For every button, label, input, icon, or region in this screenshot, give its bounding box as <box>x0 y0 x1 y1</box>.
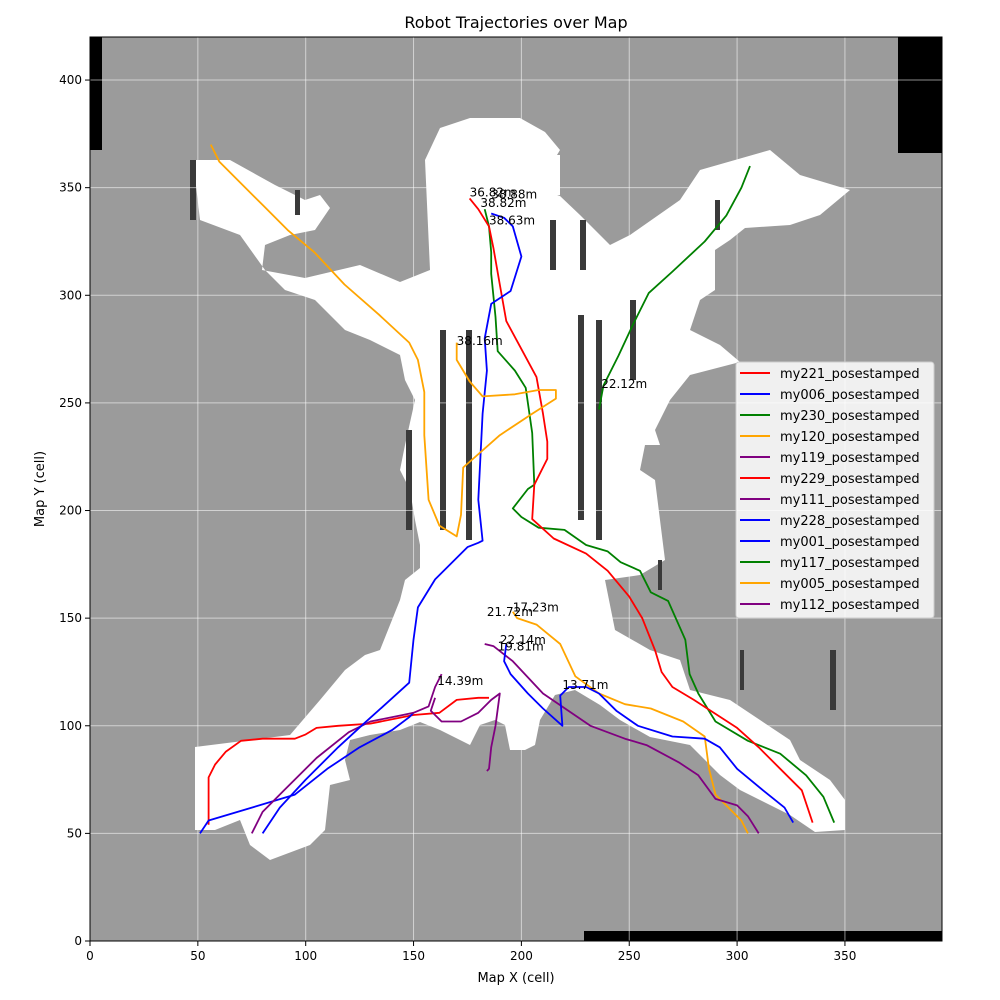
y-axis: 0 50 100 150 200 250 300 350 400 <box>59 73 90 948</box>
x-tick-label: 100 <box>294 949 317 963</box>
distance-annotation: 38.82m <box>480 196 526 210</box>
map-walls <box>190 160 836 710</box>
y-tick-label: 100 <box>59 719 82 733</box>
series-layer <box>199 144 836 834</box>
distance-annotation: 14.39m <box>437 674 483 688</box>
series-line-my005_posestamped <box>209 144 557 538</box>
y-tick-label: 300 <box>59 288 82 302</box>
legend-box <box>735 361 935 619</box>
x-axis: 0 50 100 150 200 250 300 350 <box>86 941 856 963</box>
y-tick-label: 400 <box>59 73 82 87</box>
legend-entry: my119_posestamped <box>780 451 920 466</box>
y-tick-label: 50 <box>67 826 82 840</box>
legend-entry: my001_posestamped <box>780 535 920 550</box>
x-tick-label: 300 <box>726 949 749 963</box>
series-line-my230_posestamped <box>483 208 836 823</box>
series-line-my221_posestamped <box>207 696 489 825</box>
x-tick-label: 250 <box>618 949 641 963</box>
x-axis-label: Map X (cell) <box>477 971 554 986</box>
map-occupied-topright <box>898 37 942 153</box>
legend-entry: my005_posestamped <box>780 577 920 592</box>
chart-title: Robot Trajectories over Map <box>404 13 627 32</box>
distance-annotation: 22.14m <box>500 633 546 647</box>
legend-entry: my117_posestamped <box>780 556 920 571</box>
y-tick-label: 350 <box>59 181 82 195</box>
map-occupied-topleft <box>90 37 102 150</box>
legend-entry: my006_posestamped <box>780 388 920 403</box>
y-axis-label: Map Y (cell) <box>33 451 48 527</box>
x-tick-label: 350 <box>833 949 856 963</box>
legend-entry: my221_posestamped <box>780 367 920 382</box>
distance-annotation: 17.23m <box>513 601 559 615</box>
legend: my221_posestamped my006_posestamped my230_… <box>735 361 935 619</box>
y-tick-label: 0 <box>74 934 82 948</box>
legend-entry: my120_posestamped <box>780 430 920 445</box>
series-line-my001_posestamped <box>261 212 523 834</box>
legend-entry: my229_posestamped <box>780 472 920 487</box>
series-line-my112_posestamped <box>429 692 501 772</box>
legend-entry: my230_posestamped <box>780 409 920 424</box>
distance-annotation: 36.82m <box>470 185 516 199</box>
legend-entry: my111_posestamped <box>780 493 920 508</box>
legend-entry: my112_posestamped <box>780 598 920 613</box>
distance-annotation: 13.71m <box>562 678 608 692</box>
series-line-my120_posestamped <box>512 611 749 834</box>
plot-frame <box>89 36 943 942</box>
distance-annotation: 19.81m <box>498 639 544 653</box>
y-tick-label: 250 <box>59 396 82 410</box>
series-line-my228_posestamped <box>503 643 794 824</box>
map-occupied-bottom <box>584 931 942 941</box>
series-line-my111_posestamped <box>250 673 443 834</box>
distance-annotation: 38.63m <box>489 213 535 227</box>
distance-annotation: 22.12m <box>601 377 647 391</box>
x-tick-label: 150 <box>402 949 425 963</box>
series-line-my117_posestamped <box>598 165 751 410</box>
legend-entry: my228_posestamped <box>780 514 920 529</box>
x-tick-label: 50 <box>190 949 205 963</box>
y-tick-label: 150 <box>59 611 82 625</box>
distance-annotation: 38.88m <box>491 187 537 201</box>
series-line-my006_posestamped <box>199 712 415 834</box>
distance-annotation: 38.16m <box>457 334 503 348</box>
x-tick-label: 200 <box>510 949 533 963</box>
series-line-my119_posestamped <box>484 643 760 834</box>
y-tick-label: 200 <box>59 504 82 518</box>
distance-annotation: 21.72m <box>487 605 533 619</box>
x-tick-label: 0 <box>86 949 94 963</box>
